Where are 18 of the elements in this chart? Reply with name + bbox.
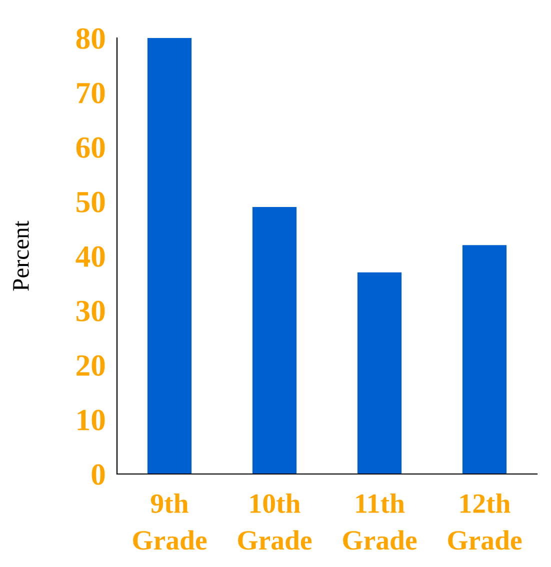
y-tick-label: 30 (76, 300, 105, 322)
y-tick-label: 10 (78, 410, 105, 430)
y-tick-label: 70 (77, 82, 105, 104)
y-tick-label: 20 (76, 355, 105, 376)
bar (462, 245, 507, 474)
x-tick-label: 9th Grade (133, 493, 207, 550)
y-tick-label: 50 (76, 192, 105, 212)
y-tick-label: 0 (92, 464, 105, 485)
x-tick-label: 10th Grade (238, 493, 312, 550)
x-tick-label: 11th Grade (343, 493, 417, 550)
y-tick-label: 40 (76, 246, 105, 267)
y-tick-label: 60 (76, 137, 105, 158)
y-axis-title: Percent (13, 220, 29, 291)
bar (252, 206, 297, 474)
y-tick-label: 80 (76, 28, 105, 49)
bar (147, 38, 192, 474)
x-tick-label: 12th Grade (448, 493, 522, 550)
bar (357, 272, 402, 474)
